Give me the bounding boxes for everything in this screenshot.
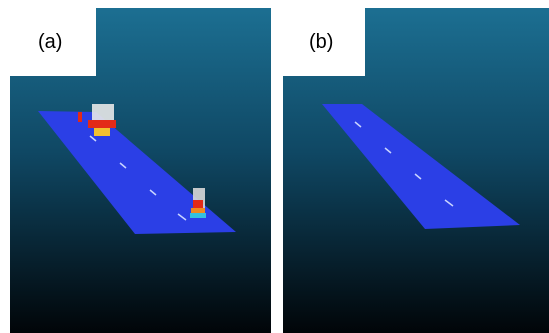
panel-a: (a) bbox=[10, 8, 271, 333]
panel-label: (b) bbox=[309, 31, 333, 53]
page: (a) (b) ( bbox=[0, 0, 549, 333]
panel-label: (a) bbox=[38, 31, 62, 53]
panel-b: (b) bbox=[283, 8, 549, 333]
figure: (a) (b) bbox=[0, 0, 549, 333]
